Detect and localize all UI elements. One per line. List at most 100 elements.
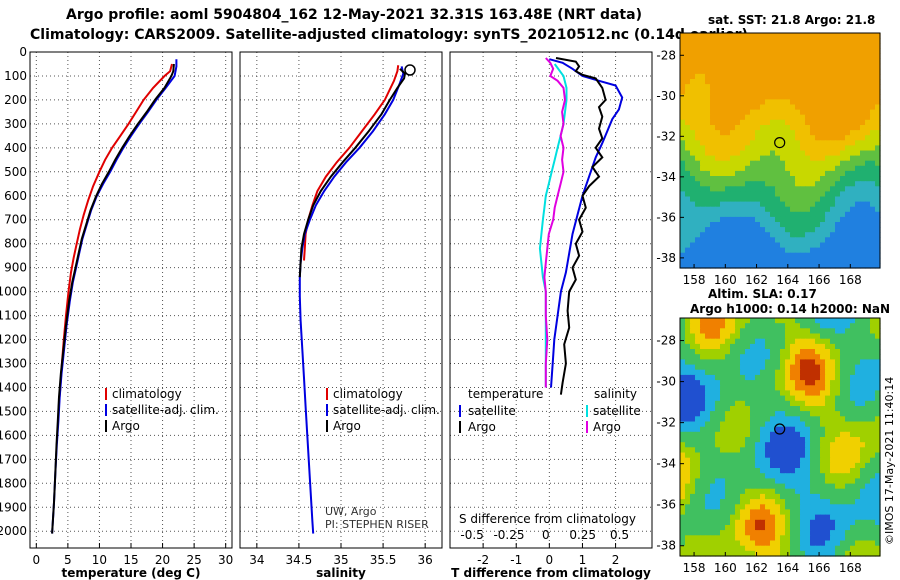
map-cell (700, 58, 706, 65)
map-cell (820, 33, 826, 39)
map-cell (755, 447, 761, 454)
map-cell (860, 349, 866, 355)
map-cell (710, 135, 716, 141)
map-cell (695, 58, 701, 65)
map-cell (750, 390, 756, 397)
map-cell (855, 135, 861, 141)
map-cell (715, 354, 721, 360)
map-cell (865, 369, 871, 376)
map-cell (730, 155, 736, 162)
map-cell (790, 68, 796, 75)
map-cell (785, 99, 791, 106)
map-cell (705, 380, 711, 386)
map-cell (760, 452, 766, 459)
map-cell (785, 135, 791, 141)
map-cell (835, 488, 841, 495)
map-cell (765, 252, 771, 259)
map-cell (800, 125, 806, 131)
map-cell (840, 43, 846, 49)
map-cell (740, 94, 746, 100)
map-cell (875, 328, 881, 335)
map-cell (705, 186, 711, 192)
map-cell (800, 406, 806, 412)
map-cell (795, 43, 801, 49)
map-cell (820, 550, 826, 557)
map-cell (710, 437, 716, 443)
map-cell (805, 58, 811, 65)
map-cell (835, 421, 841, 428)
map-cell (695, 84, 701, 90)
map-cell (770, 94, 776, 100)
y-tick-label: 900 (4, 261, 27, 275)
map-cell (775, 68, 781, 75)
map-cell (850, 68, 856, 75)
map-cell (720, 354, 726, 360)
map-cell (795, 349, 801, 355)
map-cell (875, 94, 881, 100)
map-cell (865, 73, 871, 80)
map-cell (800, 421, 806, 428)
map-cell (795, 395, 801, 402)
map-cell (730, 257, 736, 264)
map-cell (805, 349, 811, 355)
map-cell (820, 493, 826, 500)
map-cell (810, 457, 816, 464)
map-cell (760, 232, 766, 238)
map-cell (710, 48, 716, 54)
map-cell (860, 514, 866, 521)
map-cell (800, 89, 806, 95)
map-cell (835, 354, 841, 360)
map-cell (735, 473, 741, 479)
map-cell (790, 333, 796, 340)
sst-map-title: sat. SST: 21.8 Argo: 21.8 (708, 13, 875, 27)
map-cell (725, 262, 731, 269)
map-cell (775, 488, 781, 495)
map-cell (810, 421, 816, 428)
map-cell (775, 514, 781, 521)
map-cell (685, 473, 691, 479)
map-cell (825, 130, 831, 136)
map-cell (780, 406, 786, 412)
map-cell (685, 191, 691, 198)
map-cell (730, 247, 736, 254)
map-cell (840, 400, 846, 407)
map-cell (770, 222, 776, 228)
map-cell (755, 201, 761, 208)
map-cell (680, 99, 686, 106)
map-cell (830, 252, 836, 259)
map-cell (710, 242, 716, 249)
map-cell (825, 400, 831, 407)
map-cell (805, 53, 811, 60)
map-cell (790, 135, 796, 141)
map-cell (720, 109, 726, 116)
map-cell (790, 125, 796, 131)
lat-tick-label: -28 (656, 334, 676, 348)
map-cell (865, 421, 871, 428)
map-cell (850, 395, 856, 402)
map-cell (755, 468, 761, 474)
map-cell (805, 468, 811, 474)
map-cell (830, 201, 836, 208)
map-cell (685, 354, 691, 360)
map-cell (810, 395, 816, 402)
map-cell (805, 369, 811, 376)
map-cell (820, 89, 826, 95)
map-cell (690, 323, 696, 329)
map-cell (870, 338, 876, 345)
map-cell (850, 38, 856, 44)
map-cell (700, 114, 706, 121)
map-cell (700, 473, 706, 479)
map-cell (720, 186, 726, 192)
map-cell (725, 364, 731, 371)
map-cell (715, 48, 721, 54)
map-cell (780, 457, 786, 464)
map-cell (810, 79, 816, 85)
map-cell (805, 390, 811, 397)
map-cell (840, 191, 846, 198)
map-cell (840, 509, 846, 516)
map-cell (850, 109, 856, 116)
map-cell (815, 109, 821, 116)
map-cell (765, 525, 771, 531)
map-cell (715, 343, 721, 350)
map-cell (770, 33, 776, 39)
